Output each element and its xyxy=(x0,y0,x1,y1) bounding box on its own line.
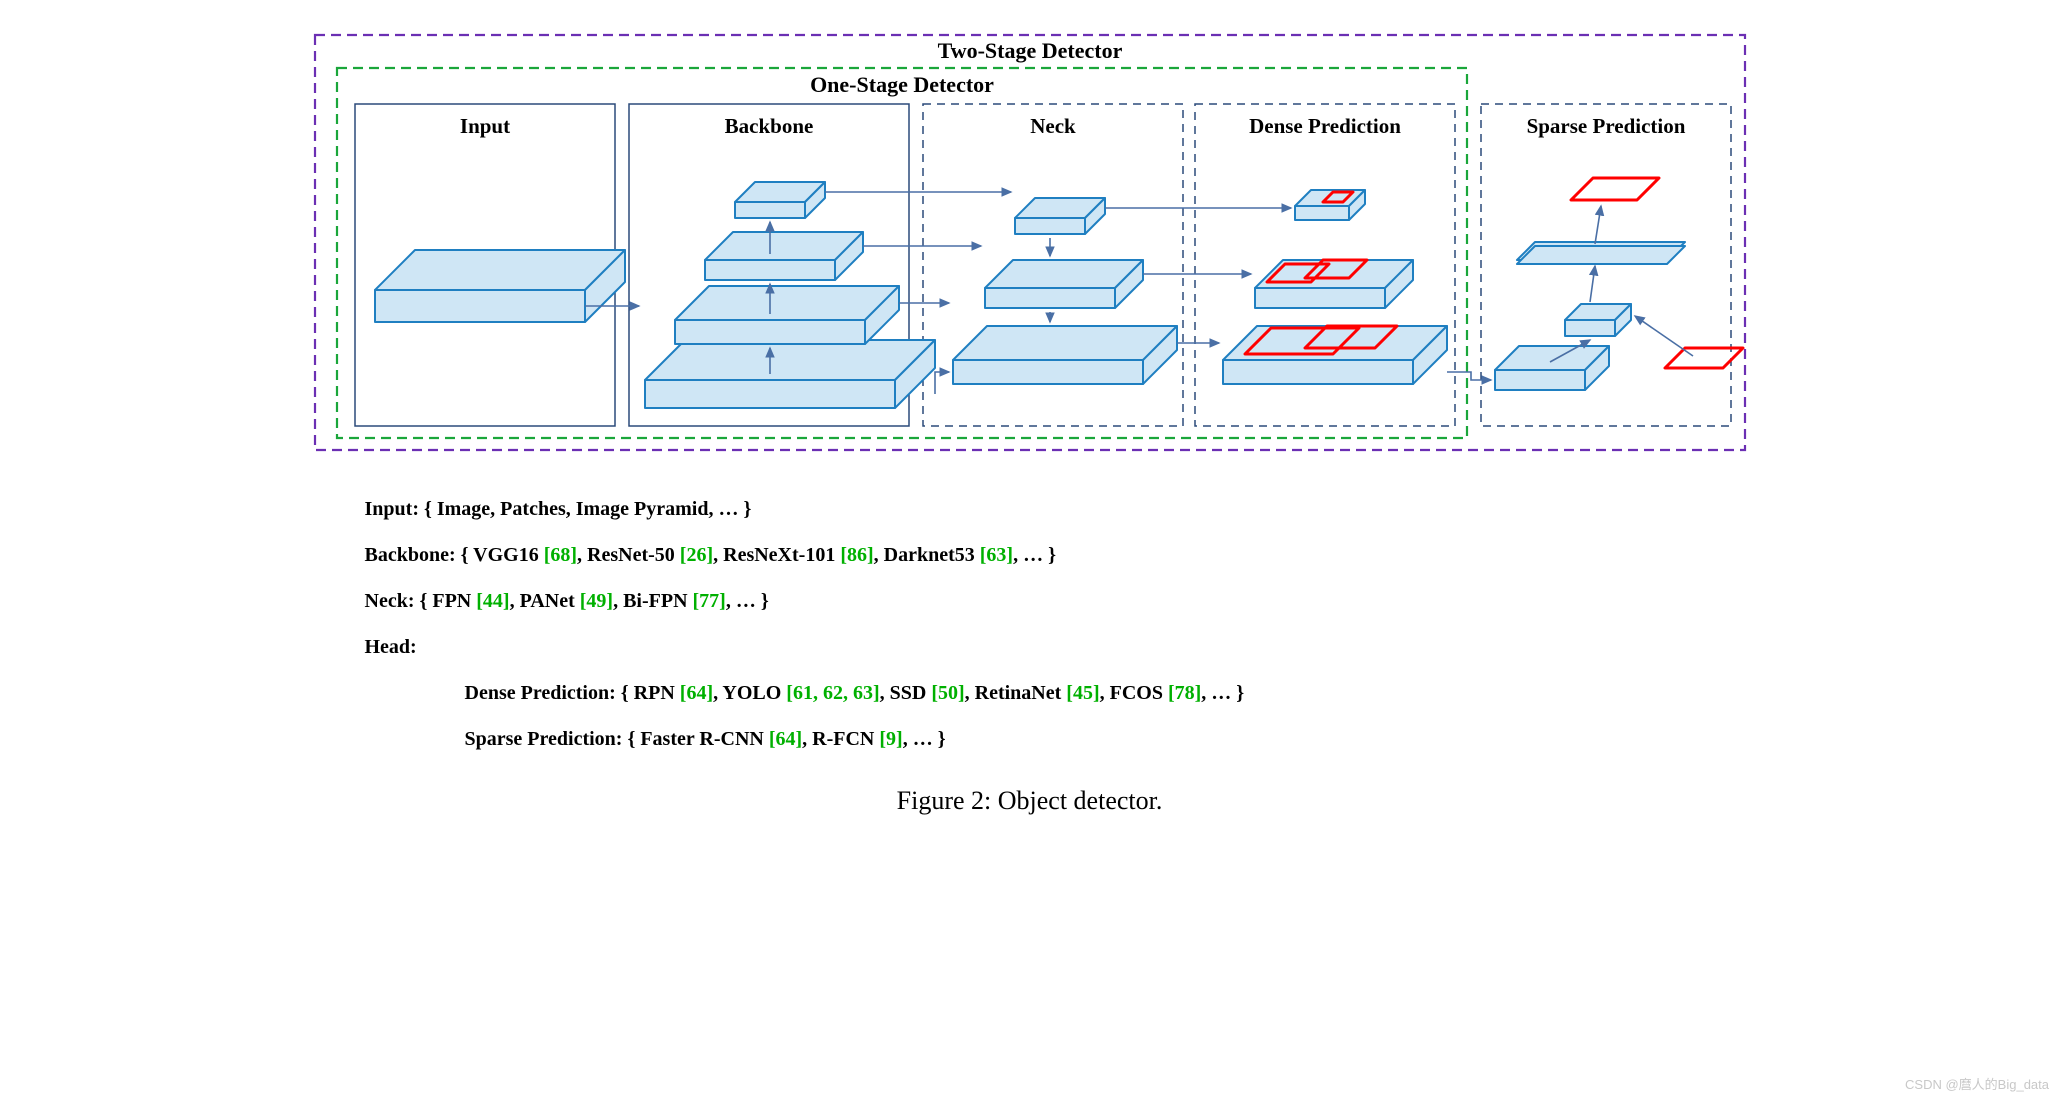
legend-block: Input: { Image, Patches, Image Pyramid, … xyxy=(365,490,1765,758)
legend-head: Head: xyxy=(365,628,1765,666)
one-stage-title: One-Stage Detector xyxy=(810,72,994,97)
panel-sparse-label: Sparse Prediction xyxy=(1526,114,1685,138)
watermark: CSDN @麿人的Big_data xyxy=(1905,1074,2049,1093)
detector-architecture-diagram: Two-Stage Detector One-Stage Detector In… xyxy=(295,20,1765,470)
panel-dense-label: Dense Prediction xyxy=(1249,114,1401,138)
panel-input-label: Input xyxy=(459,114,509,138)
legend-sparse: Sparse Prediction: { Faster R-CNN [64], … xyxy=(465,720,1765,758)
legend-backbone: Backbone: { VGG16 [68], ResNet-50 [26], … xyxy=(365,536,1765,574)
figure-caption: Figure 2: Object detector. xyxy=(295,786,1765,816)
panel-backbone-label: Backbone xyxy=(724,114,813,138)
legend-dense: Dense Prediction: { RPN [64], YOLO [61, … xyxy=(465,674,1765,712)
panel-neck-label: Neck xyxy=(1030,114,1076,138)
legend-input: Input: { Image, Patches, Image Pyramid, … xyxy=(365,490,1765,528)
feature-slabs xyxy=(375,182,1685,408)
legend-neck: Neck: { FPN [44], PANet [49], Bi-FPN [77… xyxy=(365,582,1765,620)
two-stage-title: Two-Stage Detector xyxy=(937,38,1122,63)
